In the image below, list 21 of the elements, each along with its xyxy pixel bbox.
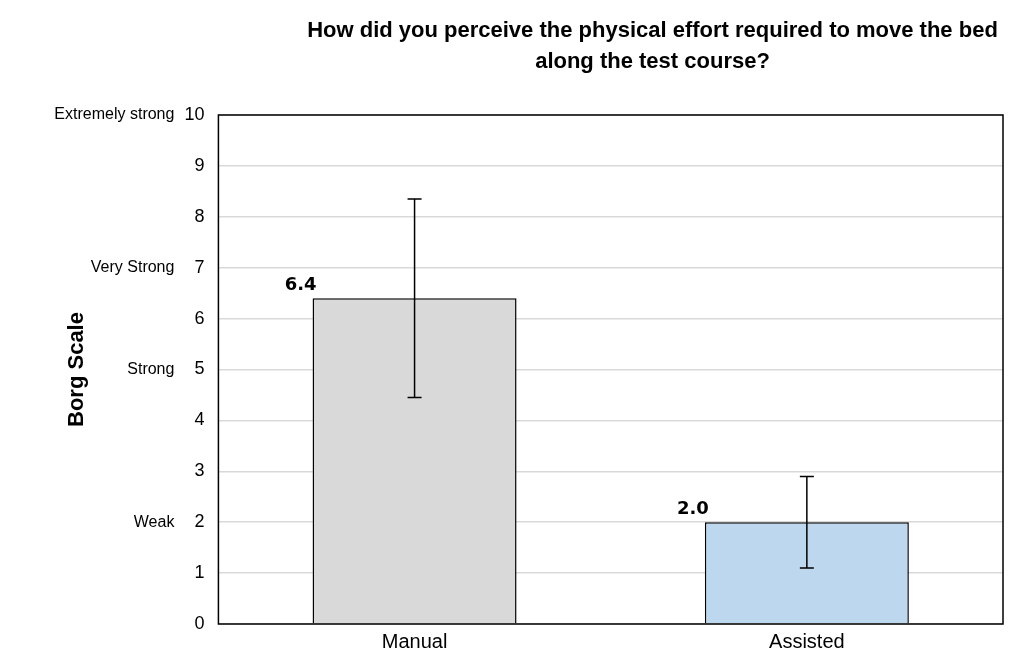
data-label: 2.0	[676, 496, 709, 518]
y-tick-label: 10	[184, 103, 205, 124]
y-tick-label: 6	[194, 307, 205, 328]
y-tick-label: 2	[194, 511, 205, 532]
y-tick-label: 8	[194, 205, 205, 226]
data-label: 6.4	[284, 272, 317, 294]
x-tick-label: Assisted	[769, 629, 845, 652]
y-tick-label: 4	[194, 409, 205, 430]
x-tick-label: Manual	[381, 629, 448, 652]
category-label: Extremely strong	[54, 105, 175, 123]
category-label: Strong	[127, 359, 175, 377]
chart-title: How did you perceive the physical effort required to move the bed along the test course?	[306, 16, 999, 75]
y-axis-title: Borg Scale	[63, 312, 89, 427]
category-label: Very Strong	[90, 258, 175, 276]
y-tick-label: 9	[194, 154, 205, 175]
category-label: Weak	[133, 512, 175, 530]
y-tick-label: 0	[194, 612, 205, 633]
y-tick-label: 5	[194, 358, 205, 379]
y-tick-label: 7	[194, 256, 205, 277]
y-tick-label: 3	[194, 460, 205, 481]
y-tick-label: 1	[194, 562, 205, 583]
